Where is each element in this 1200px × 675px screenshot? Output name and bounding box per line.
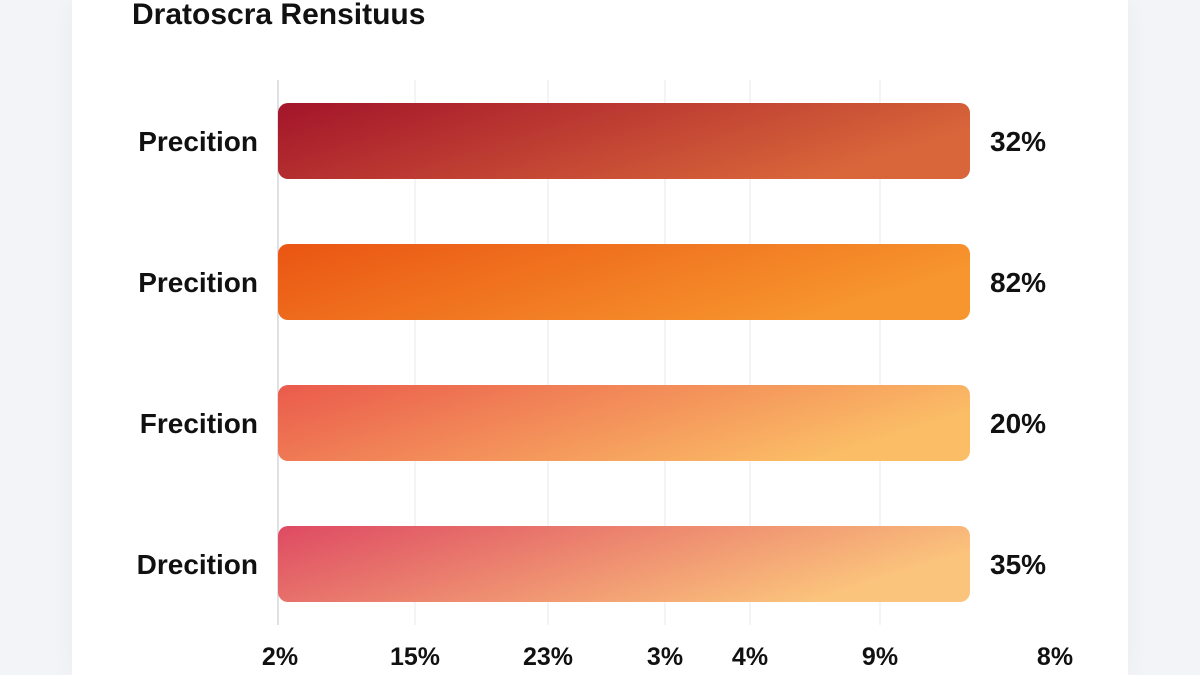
category-label: Drecition: [137, 549, 258, 580]
x-tick-label: 15%: [390, 643, 440, 671]
x-tick-label: 9%: [862, 643, 898, 671]
value-label: 82%: [990, 267, 1046, 298]
category-label: Precition: [138, 267, 258, 298]
chart-title: Dratoscra Rensituus: [132, 0, 426, 31]
bar: [278, 103, 970, 179]
value-label: 32%: [990, 126, 1046, 157]
x-tick-label: 23%: [523, 643, 573, 671]
category-label: Frecition: [140, 408, 258, 439]
x-tick-label: 8%: [1037, 643, 1073, 671]
category-label: Precition: [138, 126, 258, 157]
x-tick-label: 3%: [647, 643, 683, 671]
bar: [278, 526, 970, 602]
bar: [278, 385, 970, 461]
value-label: 20%: [990, 408, 1046, 439]
x-tick-label: 4%: [732, 643, 768, 671]
value-label: 35%: [990, 549, 1046, 580]
x-tick-label: 2%: [262, 643, 298, 671]
bar: [278, 244, 970, 320]
